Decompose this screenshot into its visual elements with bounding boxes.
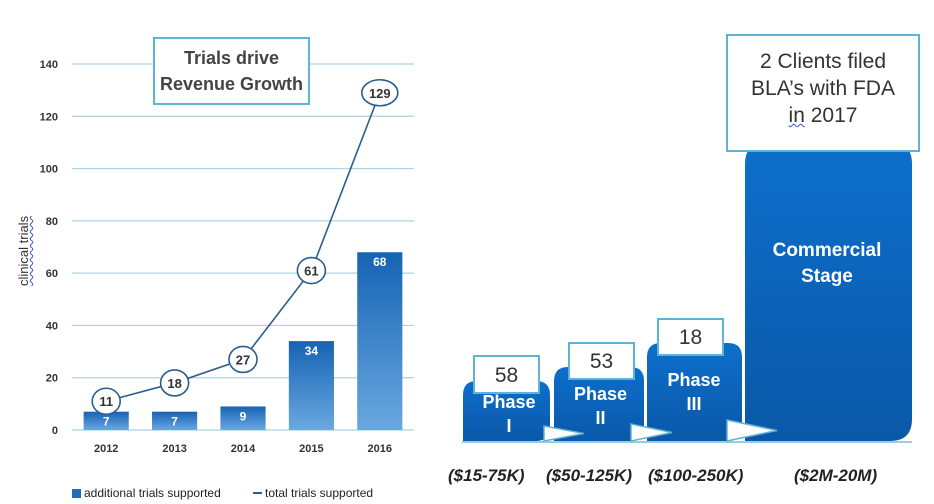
bar-value-label: 7: [103, 415, 110, 429]
bar-value-label: 9: [240, 409, 247, 423]
pipeline-arrow: [543, 425, 585, 442]
x-tick-label: 2012: [94, 443, 118, 455]
phase-3-count: 18: [657, 318, 724, 356]
bar-value-label: 7: [171, 415, 178, 429]
y-tick-label: 100: [40, 164, 58, 176]
bar-value-label: 68: [373, 255, 387, 269]
phase-2-label-line-2: II: [595, 408, 606, 428]
bar: [220, 406, 266, 430]
bar-value-label: 34: [305, 344, 319, 358]
pipeline-arrow: [726, 419, 778, 442]
line-value-label: 27: [236, 352, 250, 367]
y-axis-label: clinical trials: [16, 216, 31, 286]
y-tick-label: 80: [46, 216, 58, 228]
fda-callout: 2 Clients filed BLA’s with FDA in 2017: [726, 34, 920, 152]
commercial-stage-label-line-1: Commercial: [772, 240, 882, 261]
chart-title-line-2: Revenue Growth: [159, 74, 304, 94]
y-axis-label-text: clinical trials: [16, 215, 31, 286]
phase-1-label-line-2: I: [506, 416, 512, 436]
x-tick-label: 2014: [231, 443, 256, 455]
line-point: [360, 78, 399, 107]
phase-1-count: 58: [473, 355, 540, 394]
x-tick-label: 2016: [368, 443, 392, 455]
fda-callout-in: in: [788, 104, 805, 127]
line-point: [159, 369, 190, 397]
line-point: [91, 387, 121, 416]
bar: [152, 411, 198, 430]
bar: [288, 341, 334, 430]
pipeline-stage-shape: [463, 381, 550, 441]
y-tick-label: 40: [46, 320, 58, 332]
legend-bar-label: additional trials supported: [84, 486, 221, 500]
phase-3-cost: ($100-250K): [648, 466, 744, 485]
chart-title-callout: Trials drive Revenue Growth: [153, 37, 310, 105]
y-tick-label: 120: [40, 111, 58, 123]
pipeline-stage-shape: [745, 142, 912, 441]
bar: [83, 411, 129, 430]
line-value-label: 18: [167, 376, 181, 391]
phase-2-cost: ($50-125K): [546, 466, 632, 485]
chart-title-line-1: Trials drive: [183, 48, 280, 68]
pipeline-stage-shape: [554, 367, 644, 441]
legend-line-label: total trials supported: [265, 486, 374, 500]
x-tick-label: 2015: [299, 443, 323, 455]
y-axis-label-wrap: clinical trials: [14, 190, 34, 290]
y-tick-label: 0: [52, 425, 58, 437]
phase-2-label-line-1: Phase: [573, 384, 628, 404]
y-tick-label: 60: [46, 268, 58, 280]
phase-2-count: 53: [568, 342, 635, 380]
fda-callout-line-1: 2 Clients filed: [759, 50, 887, 73]
bar: [357, 252, 403, 430]
line-value-label: 129: [369, 86, 391, 101]
pipeline-stage-shape: [647, 343, 742, 441]
phase-1-label: Phase I: [470, 390, 548, 438]
legend-line-entry: total trials supported: [253, 486, 373, 500]
phase-3-label-line-1: Phase: [667, 370, 721, 390]
line-value-label: 11: [99, 394, 113, 409]
phase-2-label: Phase II: [558, 382, 643, 430]
phase-1-label-line-1: Phase: [482, 392, 536, 412]
y-tick-label: 20: [46, 373, 58, 385]
legend-bar-swatch: [72, 489, 81, 498]
commercial-cost: ($2M-20M): [794, 466, 878, 485]
fda-callout-year: 2017: [804, 104, 858, 127]
legend-line-swatch: [253, 492, 262, 494]
fda-callout-line-3: in 2017: [728, 102, 918, 129]
y-tick-label: 140: [40, 59, 58, 71]
phase-1-cost: ($15-75K): [448, 466, 525, 485]
legend-bar-entry: additional trials supported: [72, 486, 221, 500]
commercial-stage-label-line-2: Stage: [801, 266, 853, 287]
line-point: [296, 256, 327, 285]
commercial-stage-label: Commercial Stage: [745, 238, 909, 290]
line-point: [228, 345, 258, 374]
line-value-label: 61: [304, 264, 318, 279]
pipeline-arrow: [630, 423, 673, 442]
phase-3-label-line-2: III: [686, 394, 702, 414]
x-tick-label: 2013: [162, 443, 186, 455]
fda-callout-line-2: BLA’s with FDA: [751, 77, 895, 100]
phase-3-label: Phase III: [650, 368, 738, 416]
